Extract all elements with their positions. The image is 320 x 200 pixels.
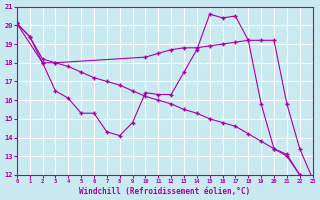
X-axis label: Windchill (Refroidissement éolien,°C): Windchill (Refroidissement éolien,°C): [79, 187, 250, 196]
